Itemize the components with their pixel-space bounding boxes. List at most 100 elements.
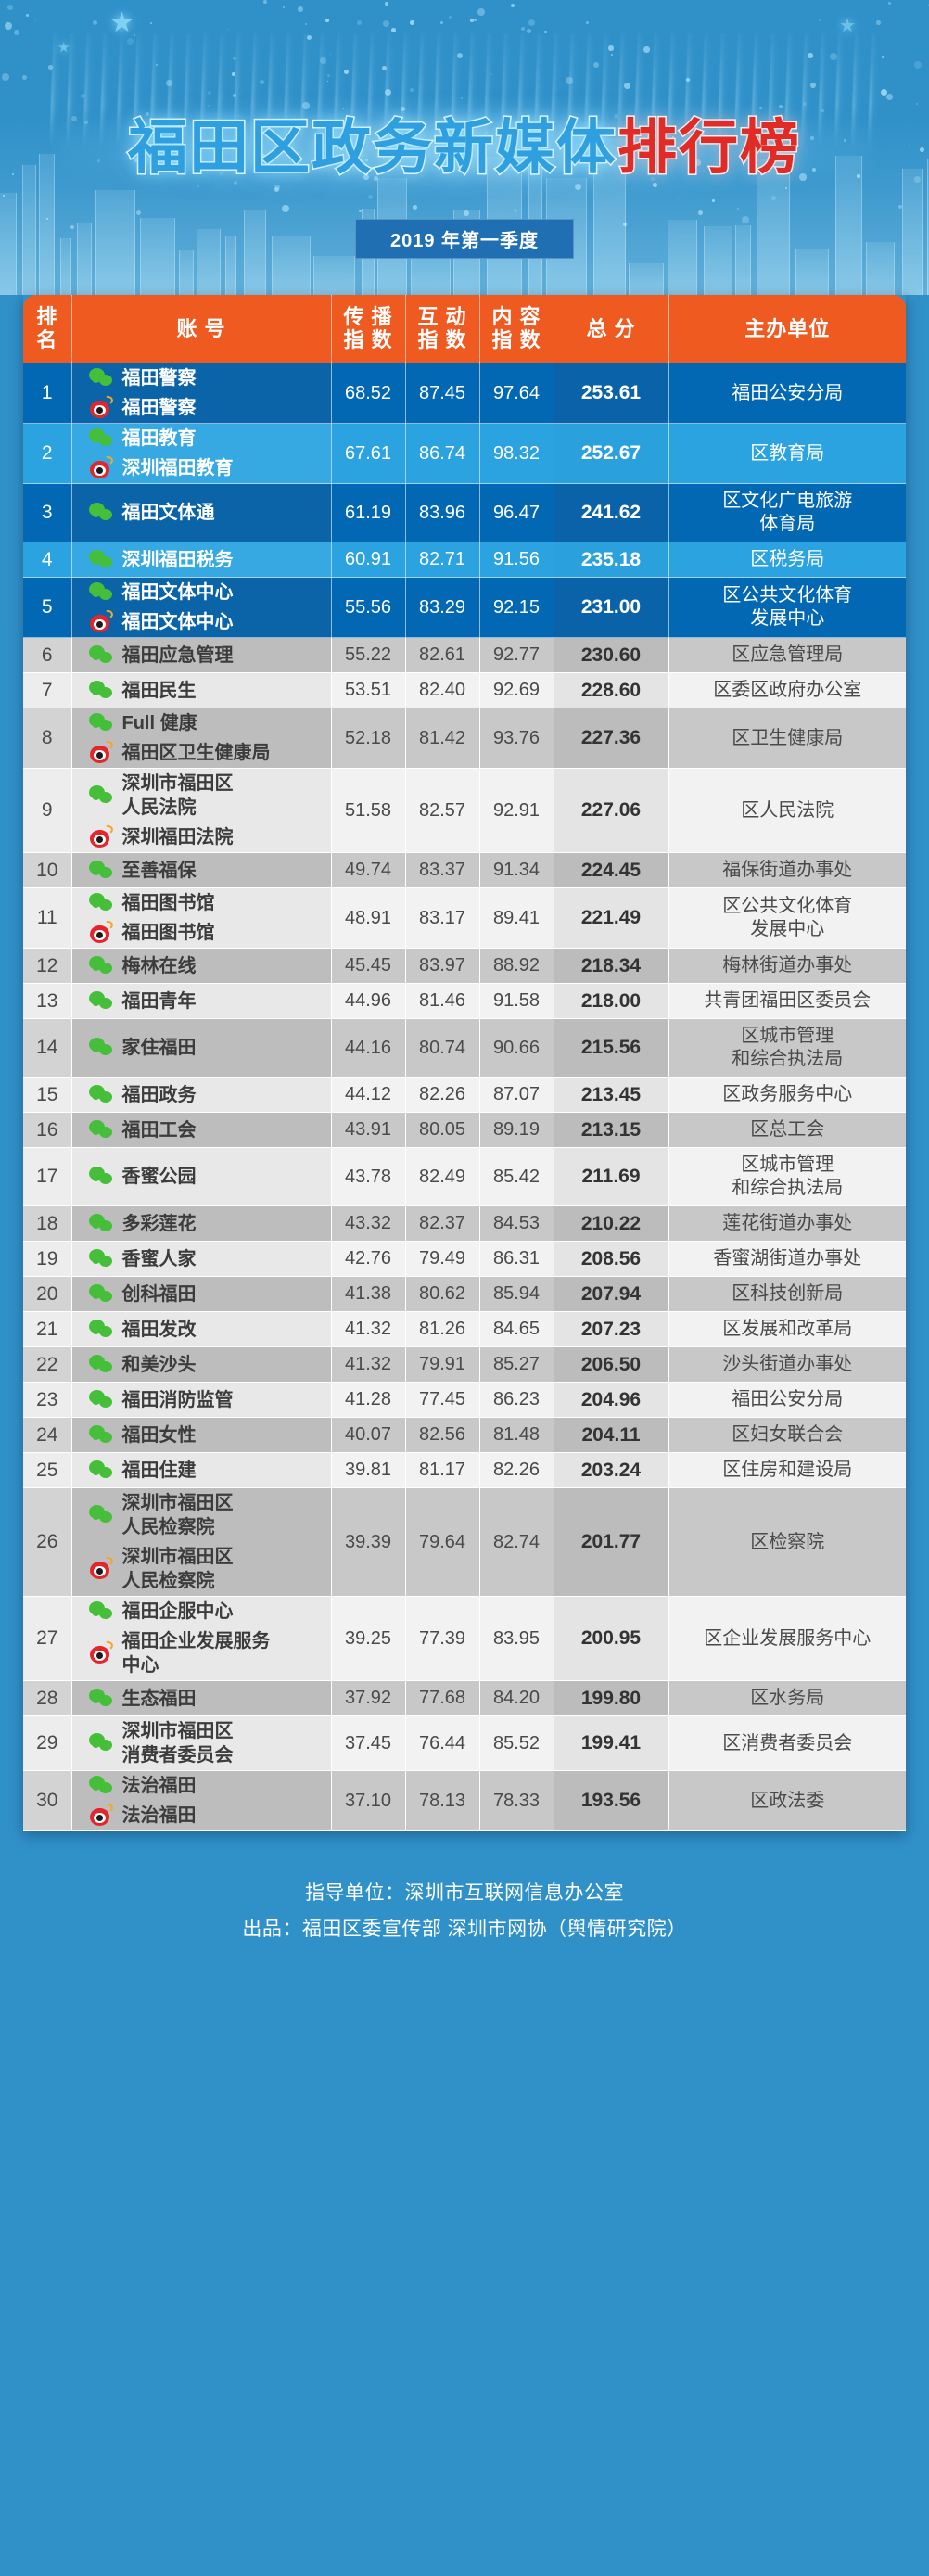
cell-rank: 1 [23, 363, 72, 424]
cell-organizer: 区检察院 [668, 1487, 906, 1597]
cell-spread: 37.45 [331, 1715, 406, 1771]
table-row[interactable]: 16 福田工会 43.91 80.05 89.19 213.15 区总工会 [23, 1112, 906, 1148]
cell-spread: 40.07 [331, 1417, 406, 1453]
table-row[interactable]: 21 福田发改 41.32 81.26 84.65 207.23 区发展和改革局 [23, 1311, 906, 1347]
cell-rank: 4 [23, 542, 72, 578]
weibo-icon [89, 919, 114, 945]
cell-interaction: 80.74 [405, 1018, 480, 1078]
table-row[interactable]: 22 和美沙头 41.32 79.91 85.27 206.50 沙头街道办事处 [23, 1346, 906, 1383]
cell-organizer: 区水务局 [668, 1680, 906, 1716]
cell-rank: 17 [23, 1147, 72, 1206]
cell-content: 82.74 [479, 1487, 554, 1597]
wechat-icon [88, 548, 113, 572]
account-name: 福田警察 [121, 368, 197, 389]
wechat-icon [88, 1212, 113, 1236]
cell-content: 89.41 [479, 887, 554, 949]
page-title-main: 福田区政务新媒体 [127, 113, 617, 185]
account-name: 福田工会 [121, 1119, 197, 1141]
account-name: 福田消防监管 [121, 1389, 234, 1410]
cell-organizer: 区委区政府办公室 [668, 672, 906, 708]
table-row[interactable]: 5 福田文体中心 福田文体中心 55.56 83.29 92.15 231.00 … [23, 577, 906, 638]
table-row[interactable]: 10 至善福保 49.74 83.37 91.34 224.45 福保街道办事处 [23, 852, 906, 888]
cell-rank: 5 [23, 577, 72, 638]
cell-organizer: 区消费者委员会 [668, 1715, 906, 1771]
cell-content: 84.20 [479, 1680, 554, 1716]
table-row[interactable]: 30 法治福田 法治福田 37.10 78.13 78.33 193.56 区政法… [23, 1770, 906, 1831]
page-title-accent: 排行榜 [617, 113, 801, 185]
cell-interaction: 82.57 [405, 768, 480, 853]
table-row[interactable]: 7 福田民生 53.51 82.40 92.69 228.60 区委区政府办公室 [23, 672, 906, 708]
cell-spread: 43.32 [331, 1205, 406, 1242]
account-entry: 福田文体中心 [89, 607, 331, 637]
table-row[interactable]: 23 福田消防监管 41.28 77.45 86.23 204.96 福田公安分… [23, 1382, 906, 1418]
table-row[interactable]: 14 家住福田 44.16 80.74 90.66 215.56 区城市管理 和综… [23, 1018, 906, 1078]
account-name: 福田文体中心 [121, 582, 234, 603]
account-entry: 福田图书馆 [88, 888, 331, 918]
cell-spread: 39.81 [331, 1452, 406, 1488]
cell-rank: 9 [23, 768, 72, 853]
cell-rank: 22 [23, 1346, 72, 1383]
cell-spread: 45.45 [331, 948, 406, 984]
table-row[interactable]: 15 福田政务 44.12 82.26 87.07 213.45 区政务服务中心 [23, 1077, 906, 1113]
cell-rank: 20 [23, 1276, 72, 1312]
weibo-icon [89, 823, 114, 849]
col-header-content-line2: 指 数 [491, 328, 541, 351]
account-entry: 法治福田 [89, 1801, 331, 1830]
cell-interaction: 77.68 [405, 1680, 480, 1716]
table-row[interactable]: 29 深圳市福田区 消费者委员会 37.45 76.44 85.52 199.4… [23, 1715, 906, 1771]
table-row[interactable]: 26 深圳市福田区 人民检察院 深圳市福田区 人民检察院 39.39 79.64 … [23, 1487, 906, 1597]
table-row[interactable]: 24 福田女性 40.07 82.56 81.48 204.11 区妇女联合会 [23, 1417, 906, 1453]
cell-spread: 44.16 [331, 1018, 406, 1078]
table-row[interactable]: 6 福田应急管理 55.22 82.61 92.77 230.60 区应急管理局 [23, 637, 906, 673]
account-name: 福田警察 [121, 398, 197, 418]
cell-total: 215.56 [554, 1018, 669, 1078]
table-row[interactable]: 11 福田图书馆 福田图书馆 48.91 83.17 89.41 221.49 区… [23, 887, 906, 949]
cell-total: 213.15 [554, 1112, 669, 1148]
cell-account: 福田民生 [71, 672, 332, 708]
table-row[interactable]: 4 深圳福田税务 60.91 82.71 91.56 235.18 区税务局 [23, 542, 906, 578]
cell-content: 88.92 [479, 948, 554, 984]
cell-total: 199.41 [554, 1715, 669, 1771]
cell-total: 200.95 [554, 1596, 669, 1681]
account-name: 福田住建 [121, 1460, 197, 1481]
table-row[interactable]: 9 深圳市福田区 人民法院 深圳福田法院 51.58 82.57 92.91 22… [23, 768, 906, 853]
cell-rank: 26 [23, 1487, 72, 1597]
cell-rank: 3 [23, 483, 72, 542]
cell-rank: 7 [23, 672, 72, 708]
table-row[interactable]: 20 创科福田 41.38 80.62 85.94 207.94 区科技创新局 [23, 1276, 906, 1312]
table-row[interactable]: 28 生态福田 37.92 77.68 84.20 199.80 区水务局 [23, 1680, 906, 1716]
account-name: 福田企业发展服务 中心 [121, 1631, 271, 1676]
cell-organizer: 区科技创新局 [668, 1276, 906, 1312]
cell-rank: 12 [23, 948, 72, 984]
cell-organizer: 区公共文化体育 发展中心 [668, 577, 906, 638]
table-row[interactable]: 13 福田青年 44.96 81.46 91.58 218.00 共青团福田区委… [23, 983, 906, 1019]
table-row[interactable]: 3 福田文体通 61.19 83.96 96.47 241.62 区文化广电旅游… [23, 483, 906, 542]
table-row[interactable]: 17 香蜜公园 43.78 82.49 85.42 211.69 区城市管理 和综… [23, 1147, 906, 1206]
table-row[interactable]: 27 福田企服中心 福田企业发展服务 中心 39.25 77.39 83.95 2… [23, 1596, 906, 1681]
cell-interaction: 86.74 [405, 423, 480, 484]
account-entry: 香蜜人家 [88, 1244, 331, 1274]
account-entry: 福田政务 [88, 1080, 331, 1110]
cell-rank: 25 [23, 1452, 72, 1488]
cell-rank: 23 [23, 1382, 72, 1418]
wechat-icon [88, 1423, 113, 1447]
table-row[interactable]: 1 福田警察 福田警察 68.52 87.45 97.64 253.61 福田公安… [23, 363, 906, 424]
wechat-icon [88, 580, 113, 605]
account-name: 福田女性 [121, 1424, 197, 1446]
cell-account: 福田文体通 [71, 483, 332, 542]
col-header-rank: 排 名 [23, 295, 72, 363]
wechat-icon [88, 366, 113, 390]
cell-spread: 53.51 [331, 672, 406, 708]
table-row[interactable]: 12 梅林在线 45.45 83.97 88.92 218.34 梅林街道办事处 [23, 948, 906, 984]
cell-rank: 24 [23, 1417, 72, 1453]
cell-organizer: 福田公安分局 [668, 363, 906, 424]
table-row[interactable]: 2 福田教育 深圳福田教育 67.61 86.74 98.32 252.67 区教… [23, 423, 906, 484]
table-row[interactable]: 18 多彩莲花 43.32 82.37 84.53 210.22 莲花街道办事处 [23, 1205, 906, 1242]
account-entry: 深圳市福田区 人民法院 [88, 769, 331, 823]
cell-organizer: 区住房和建设局 [668, 1452, 906, 1488]
table-row[interactable]: 19 香蜜人家 42.76 79.49 86.31 208.56 香蜜湖街道办事… [23, 1241, 906, 1277]
account-name: 法治福田 [121, 1776, 197, 1796]
table-row[interactable]: 8 Full 健康 福田区卫生健康局 52.18 81.42 93.76 227.… [23, 708, 906, 769]
table-row[interactable]: 25 福田住建 39.81 81.17 82.26 203.24 区住房和建设局 [23, 1452, 906, 1488]
